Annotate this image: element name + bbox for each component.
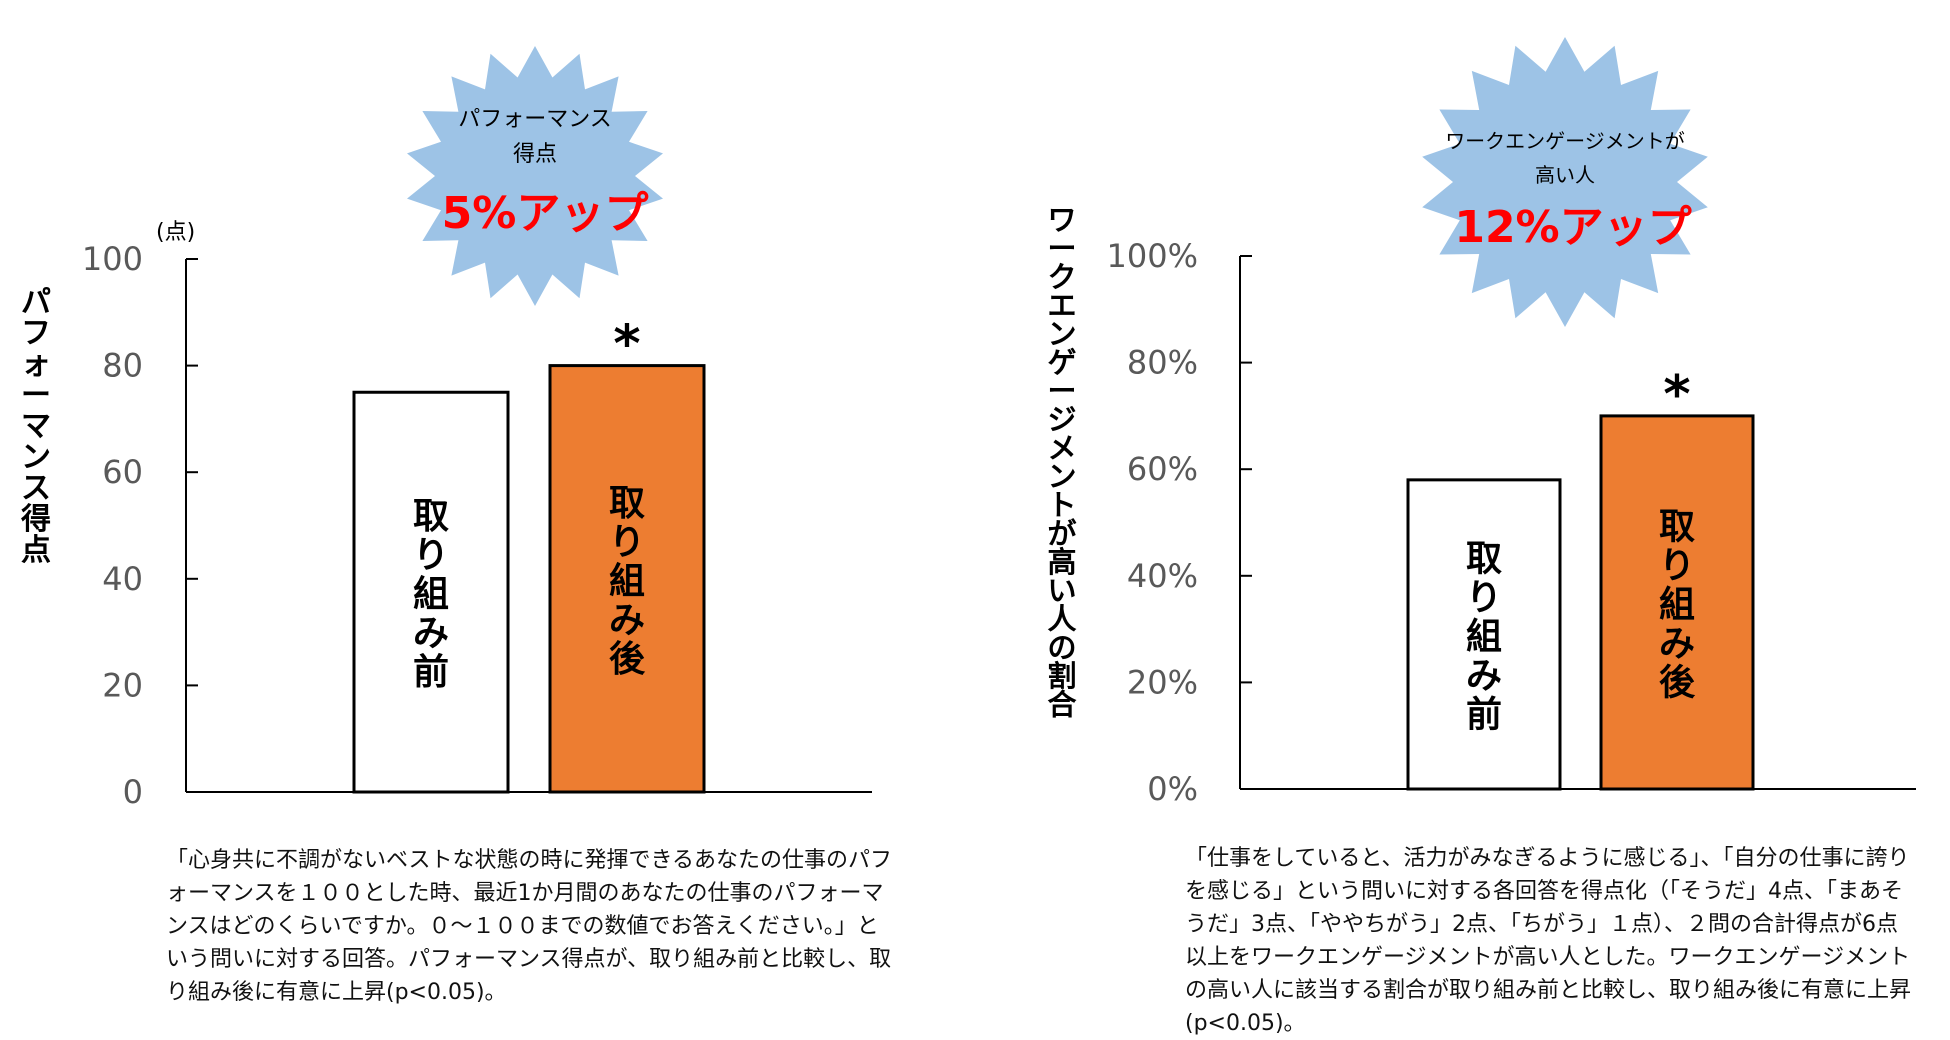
y-tick-label: 60% <box>1127 450 1198 488</box>
chart-2-footnote: 「仕事をしていると、活力がみなぎるように感じる」、「自分の仕事に誇りを感じる」と… <box>1185 846 1912 1036</box>
burst-callout <box>407 46 663 306</box>
y-tick-label: 20 <box>102 666 143 704</box>
burst-text-line: ワークエンゲージメントが <box>1445 129 1685 153</box>
burst-text-line: 得点 <box>513 142 557 167</box>
burst-highlight: 5%アップ <box>442 188 649 239</box>
burst-highlight: 12%アップ <box>1454 202 1691 253</box>
y-tick-label: 60 <box>102 453 143 491</box>
y-tick-label: 20% <box>1127 663 1198 701</box>
y-tick-label: 100% <box>1107 237 1198 275</box>
bar-category-label: 取り組み後 <box>1659 506 1696 703</box>
y-tick-label: 0 <box>123 773 143 811</box>
significance-marker: * <box>613 315 640 375</box>
bar <box>1406 478 1562 791</box>
bar <box>1599 414 1755 791</box>
bar <box>352 390 510 794</box>
y-tick-label: 40 <box>102 560 143 598</box>
y-tick-label: 0% <box>1147 770 1198 808</box>
y-axis-title: ワークエンゲージメントが高い人の割合 <box>1047 203 1076 722</box>
burst-text-line: 高い人 <box>1535 163 1595 187</box>
bar-category-label: 取り組み前 <box>1466 538 1502 735</box>
y-tick-label: 100 <box>82 240 143 278</box>
chart-2: ワークエンゲージメントが高い人 12%アップ 0% 20% 40% 60% 80% 100% ワ… <box>1047 37 1916 808</box>
y-unit-label: (点) <box>156 220 195 245</box>
bar-category-label: 取り組み前 <box>413 496 449 693</box>
charts-svg: パフォーマンス得点 5%アップ 0 20 40 60 80 100 (点) パフォーマンス得点取り… <box>20 37 1916 811</box>
chart-1: パフォーマンス得点 5%アップ 0 20 40 60 80 100 (点) パフォーマンス得点取り… <box>20 46 872 811</box>
y-tick-label: 80 <box>102 347 143 385</box>
y-tick-label: 40% <box>1127 557 1198 595</box>
stage: パフォーマンス 得点 5%アップ 0 20 40 60 80 100 (点) パフォーマンス得点取り… <box>20 37 1916 1036</box>
significance-marker: * <box>1663 365 1690 425</box>
bar <box>548 364 706 794</box>
y-axis-title: パフォーマンス得点 <box>20 285 51 568</box>
chart-1-footnote: 「心身共に不調がないベストな状態の時に発揮できるあなたの仕事のパフォーマンスを１… <box>166 848 893 1005</box>
burst-callout <box>1422 37 1708 327</box>
bar-category-label: 取り組み後 <box>609 483 646 680</box>
burst-text-line: パフォーマンス <box>458 107 612 132</box>
y-tick-label: 80% <box>1127 344 1198 382</box>
